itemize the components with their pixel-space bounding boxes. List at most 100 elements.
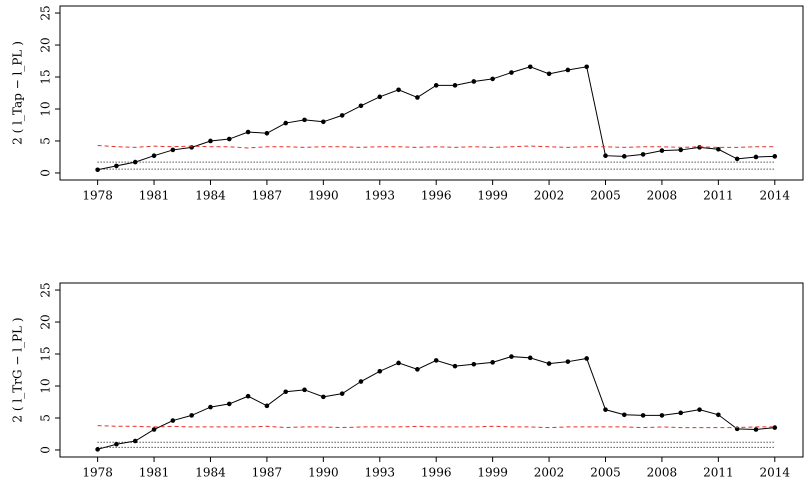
x-tick-label: 1993 bbox=[364, 466, 395, 480]
data-point bbox=[734, 156, 740, 162]
data-point bbox=[772, 425, 778, 430]
data-point bbox=[208, 404, 213, 410]
data-point bbox=[433, 83, 439, 88]
y-tick-label: 25 bbox=[39, 282, 53, 297]
data-point bbox=[753, 427, 759, 432]
x-tick-label: 2008 bbox=[647, 466, 678, 480]
data-point bbox=[114, 163, 119, 169]
data-point bbox=[415, 367, 420, 372]
data-point bbox=[640, 152, 646, 157]
y-tick-label: 15 bbox=[39, 69, 53, 84]
y-axis-label: 2 ( l_TrG − l_PL ) bbox=[11, 317, 25, 422]
panel: 0 5 10 15 20 25 1978 1981 1984 1987 1990 1993 1996 19… bbox=[11, 282, 804, 480]
data-point bbox=[678, 147, 684, 153]
y-tick-label: 5 bbox=[39, 137, 53, 145]
data-point bbox=[716, 412, 721, 418]
x-tick-label: 1993 bbox=[364, 189, 395, 203]
data-point bbox=[490, 360, 495, 365]
data-point bbox=[584, 64, 589, 70]
panel: 0 5 10 15 20 25 1978 1981 1984 1987 1990 1993 1996 19… bbox=[11, 5, 804, 203]
y-tick-label: 10 bbox=[39, 378, 53, 393]
data-point bbox=[245, 393, 251, 399]
data-point bbox=[415, 95, 420, 100]
data-point bbox=[471, 79, 477, 84]
x-tick-label: 2014 bbox=[760, 466, 791, 480]
data-point bbox=[377, 94, 383, 100]
data-point bbox=[452, 363, 458, 369]
x-tick-label: 1996 bbox=[421, 189, 452, 203]
data-point bbox=[321, 119, 326, 125]
data-point bbox=[772, 154, 778, 159]
x-tick-label: 1990 bbox=[308, 189, 339, 203]
data-point bbox=[565, 359, 571, 364]
series-line bbox=[97, 144, 775, 149]
data-point bbox=[640, 413, 646, 418]
data-point bbox=[565, 67, 571, 73]
data-point bbox=[509, 70, 514, 75]
data-point bbox=[114, 441, 119, 447]
series-line bbox=[97, 66, 775, 171]
x-tick-label: 1978 bbox=[82, 189, 113, 203]
x-tick-label: 2005 bbox=[590, 189, 621, 203]
x-tick-label: 1981 bbox=[139, 189, 170, 203]
data-point bbox=[170, 147, 176, 153]
x-tick-label: 1984 bbox=[195, 466, 226, 480]
x-tick-label: 1990 bbox=[308, 466, 339, 480]
data-point bbox=[95, 447, 100, 452]
data-point bbox=[659, 413, 665, 418]
data-point bbox=[208, 138, 213, 144]
data-point bbox=[283, 120, 289, 126]
data-point bbox=[433, 358, 439, 363]
series-line bbox=[97, 425, 775, 429]
data-point bbox=[339, 391, 345, 396]
x-tick-label: 1984 bbox=[195, 189, 226, 203]
data-point bbox=[452, 83, 458, 88]
data-point bbox=[396, 360, 401, 366]
data-point bbox=[546, 361, 552, 366]
y-tick-label: 20 bbox=[39, 314, 53, 329]
data-point bbox=[546, 71, 552, 77]
data-point bbox=[170, 418, 176, 423]
data-point bbox=[151, 153, 157, 158]
x-tick-label: 2014 bbox=[760, 189, 791, 203]
x-tick-label: 2002 bbox=[534, 466, 565, 480]
data-point bbox=[603, 153, 608, 158]
x-tick-label: 1978 bbox=[82, 466, 113, 480]
data-point bbox=[716, 146, 721, 152]
data-point bbox=[697, 407, 702, 412]
data-point bbox=[283, 389, 289, 395]
series-line bbox=[97, 356, 775, 450]
data-point bbox=[509, 354, 514, 359]
data-point bbox=[753, 154, 759, 160]
y-tick-label: 10 bbox=[39, 101, 53, 116]
data-point bbox=[697, 145, 702, 150]
x-tick-label: 1999 bbox=[477, 466, 508, 480]
data-point bbox=[584, 356, 589, 361]
data-point bbox=[527, 64, 533, 70]
data-point bbox=[132, 159, 138, 165]
data-point bbox=[302, 117, 307, 123]
data-point bbox=[226, 401, 232, 407]
data-point bbox=[396, 87, 401, 93]
data-point bbox=[471, 361, 477, 367]
y-tick-label: 15 bbox=[39, 346, 53, 361]
data-point bbox=[264, 403, 270, 409]
x-tick-label: 2011 bbox=[703, 189, 734, 203]
data-point bbox=[151, 427, 157, 432]
data-point bbox=[377, 368, 383, 374]
y-tick-label: 25 bbox=[39, 5, 53, 20]
x-tick-label: 1987 bbox=[252, 466, 283, 480]
y-tick-label: 0 bbox=[39, 169, 53, 177]
data-point bbox=[659, 148, 665, 153]
x-tick-label: 1981 bbox=[139, 466, 170, 480]
x-tick-label: 2005 bbox=[590, 466, 621, 480]
x-tick-label: 2008 bbox=[647, 189, 678, 203]
data-point bbox=[527, 355, 533, 361]
y-axis-label: 2 ( l_Tap − l_PL ) bbox=[11, 41, 25, 145]
data-point bbox=[302, 387, 307, 393]
data-point bbox=[95, 167, 100, 173]
data-point bbox=[490, 76, 495, 82]
y-tick-label: 5 bbox=[39, 414, 53, 422]
x-tick-label: 2002 bbox=[534, 189, 565, 203]
